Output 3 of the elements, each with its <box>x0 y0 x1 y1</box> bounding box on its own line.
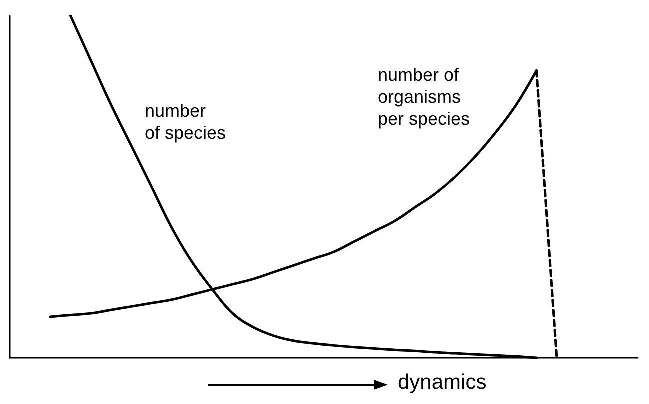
x-axis-title: dynamics <box>398 371 487 394</box>
series-label: number of species <box>145 101 226 143</box>
series-label: number of organisms per species <box>378 65 470 129</box>
